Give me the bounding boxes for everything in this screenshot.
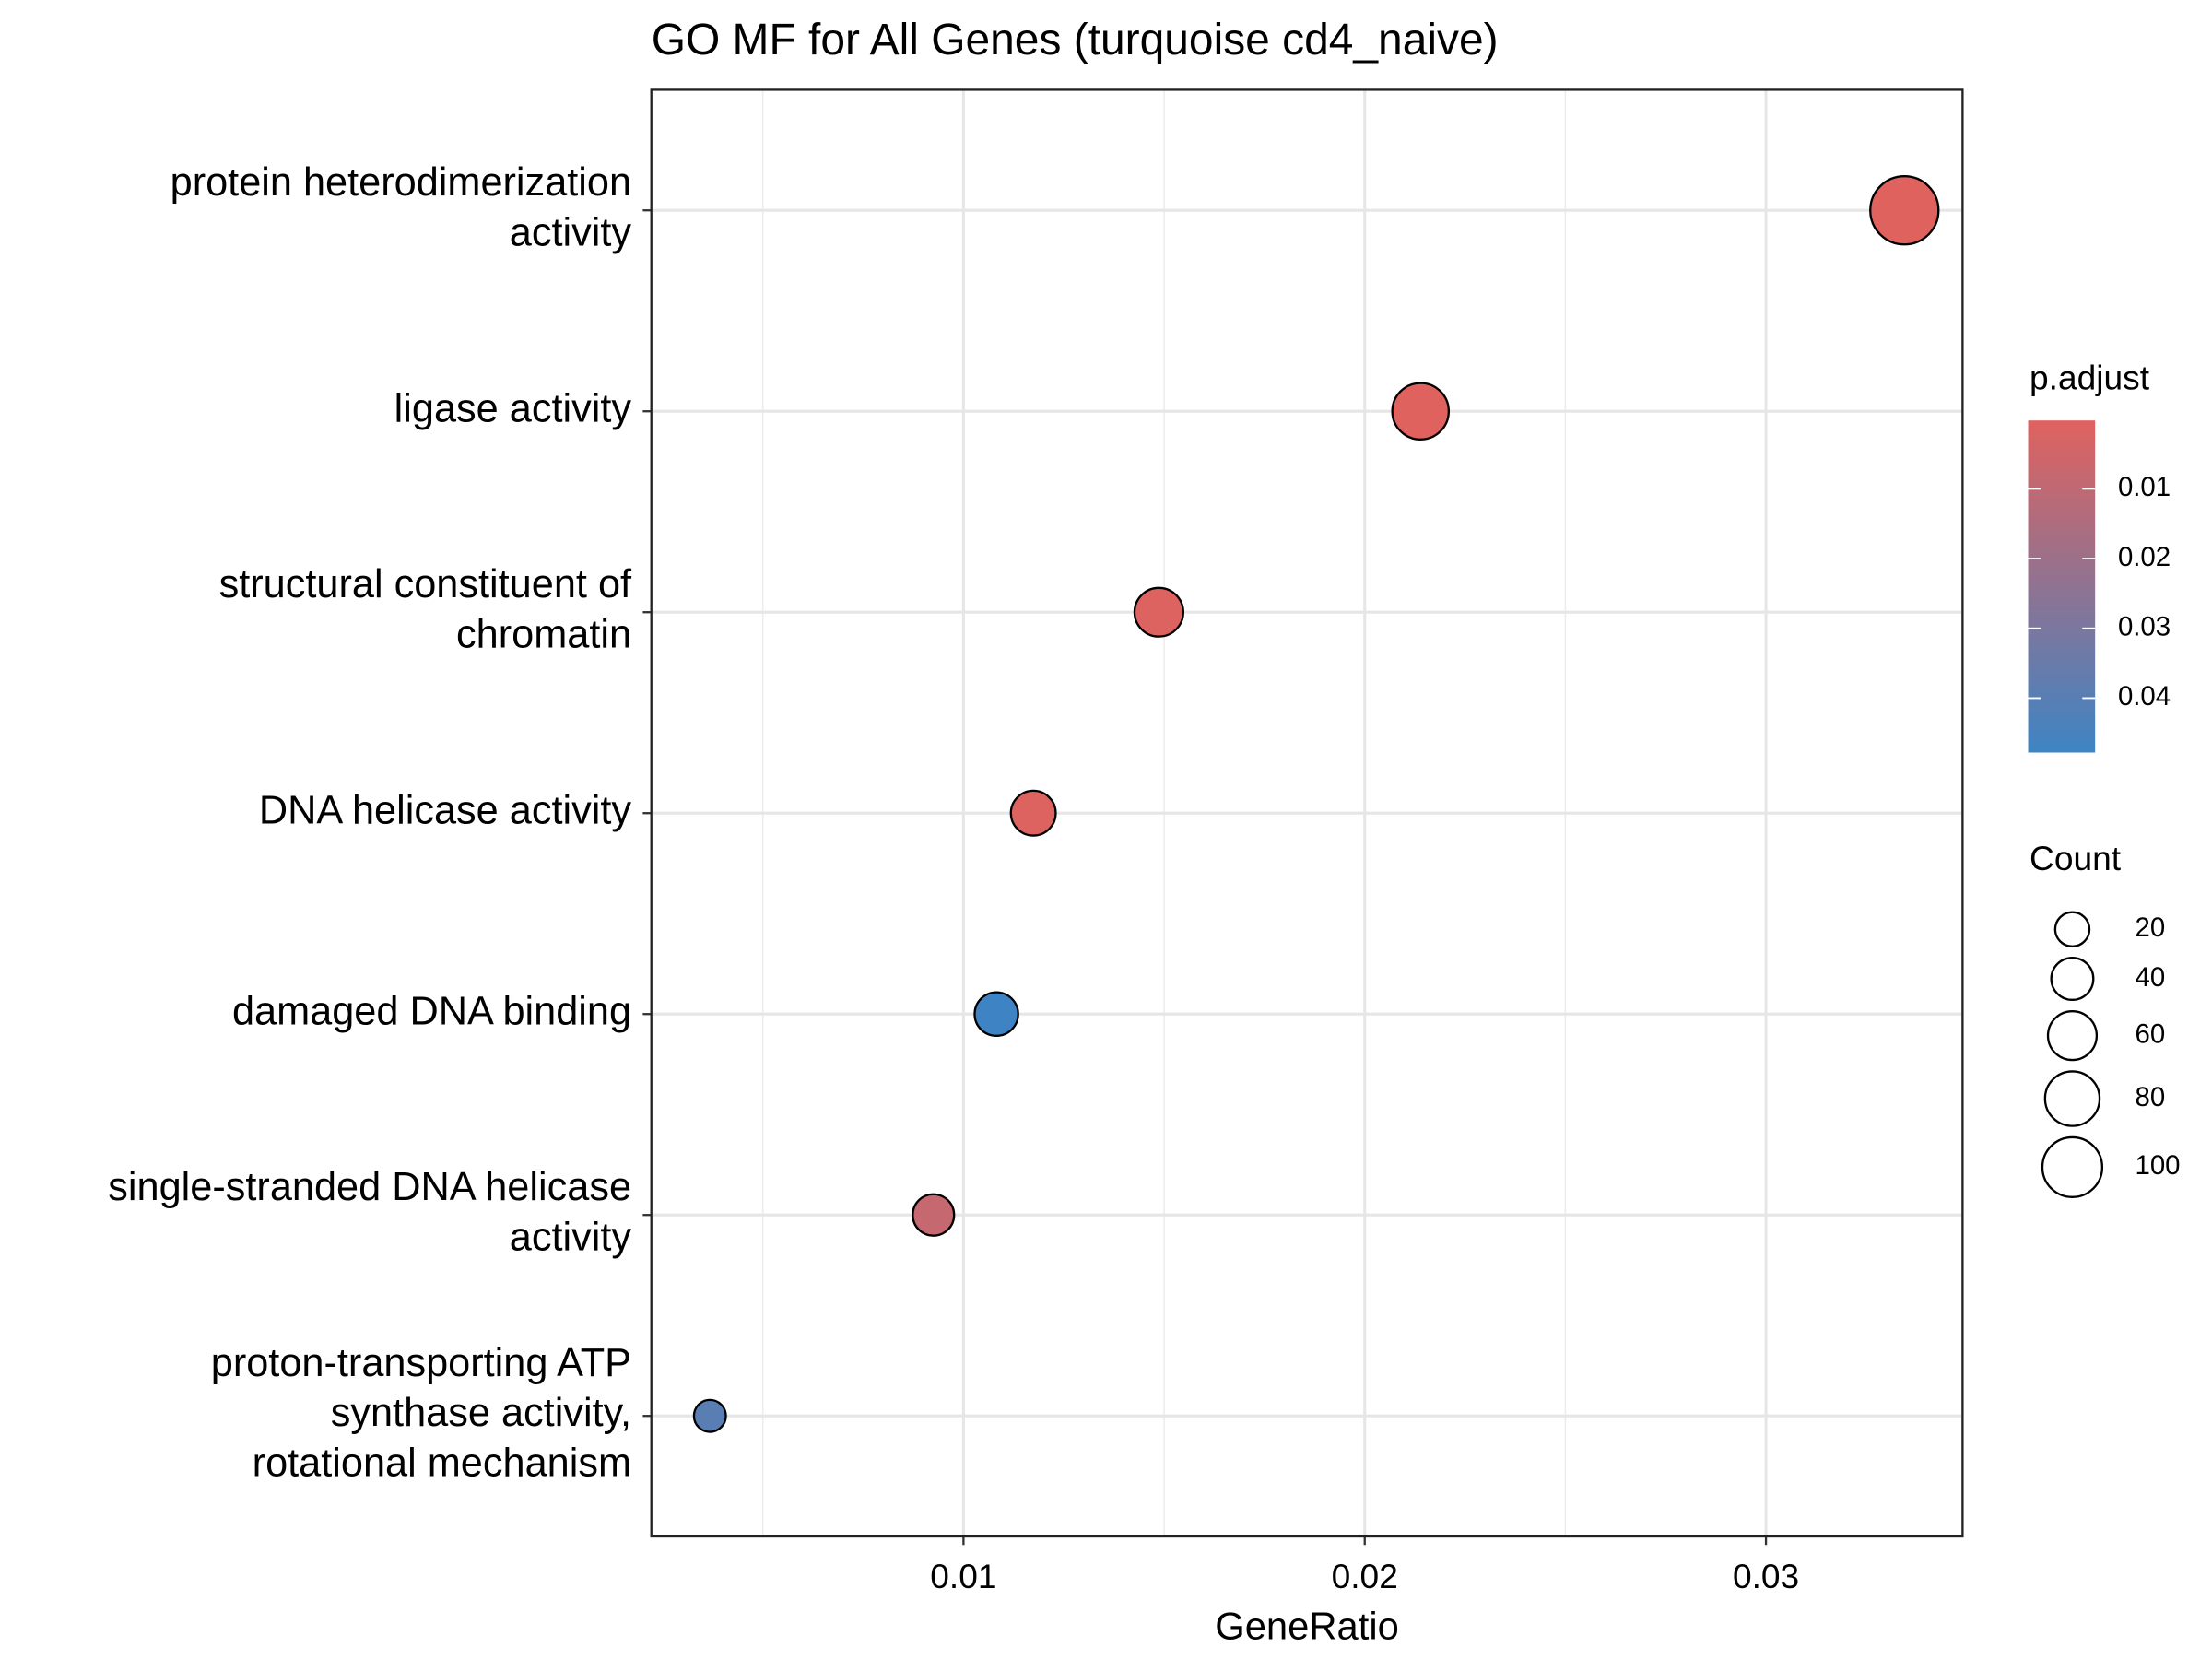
x-tick-label: 0.01 <box>930 1557 996 1595</box>
y-tick-label: structural constituent of chromatin <box>219 563 632 657</box>
dot <box>1009 789 1057 837</box>
y-tick-label: ligase activity <box>394 387 632 431</box>
dot <box>912 1193 956 1237</box>
dot <box>1869 175 1940 246</box>
y-tick-label: single-stranded DNA helicase activity <box>108 1166 631 1260</box>
size-key <box>2043 1070 2101 1127</box>
y-tick-label: proton-transporting ATP synthase activity… <box>211 1342 631 1486</box>
y-tick-label: protein heterodimerization activity <box>171 161 632 255</box>
legend-label: 80 <box>2135 1082 2165 1112</box>
legend-label: 40 <box>2135 962 2165 993</box>
panel-border <box>650 88 1964 1538</box>
x-tick-label: 0.03 <box>1733 1557 1799 1595</box>
size-key <box>2050 957 2095 1001</box>
legend-label: 0.04 <box>2118 681 2171 712</box>
legend-label: 100 <box>2135 1150 2180 1181</box>
legend-label: 60 <box>2135 1018 2165 1049</box>
legend-title: Count <box>2030 839 2122 877</box>
size-key <box>2053 911 2091 947</box>
chart-title: GO MF for All Genes (turquoise cd4_naive… <box>652 16 1499 65</box>
dot <box>973 991 1019 1037</box>
y-tick-label: damaged DNA binding <box>232 990 631 1034</box>
size-key <box>2041 1135 2104 1199</box>
legend-label: 0.01 <box>2118 472 2171 502</box>
dot <box>692 1398 727 1433</box>
legend-title: p.adjust <box>2030 359 2150 397</box>
size-key <box>2046 1010 2099 1062</box>
y-tick-label: DNA helicase activity <box>259 789 631 833</box>
dot <box>1391 382 1451 441</box>
x-tick-label: 0.02 <box>1332 1557 1398 1595</box>
legend-label: 0.02 <box>2118 542 2171 572</box>
dot <box>1133 586 1184 638</box>
colorbar <box>2028 420 2096 753</box>
legend-label: 0.03 <box>2118 612 2171 642</box>
legend-label: 20 <box>2135 912 2165 943</box>
x-axis-label: GeneRatio <box>1215 1605 1399 1648</box>
